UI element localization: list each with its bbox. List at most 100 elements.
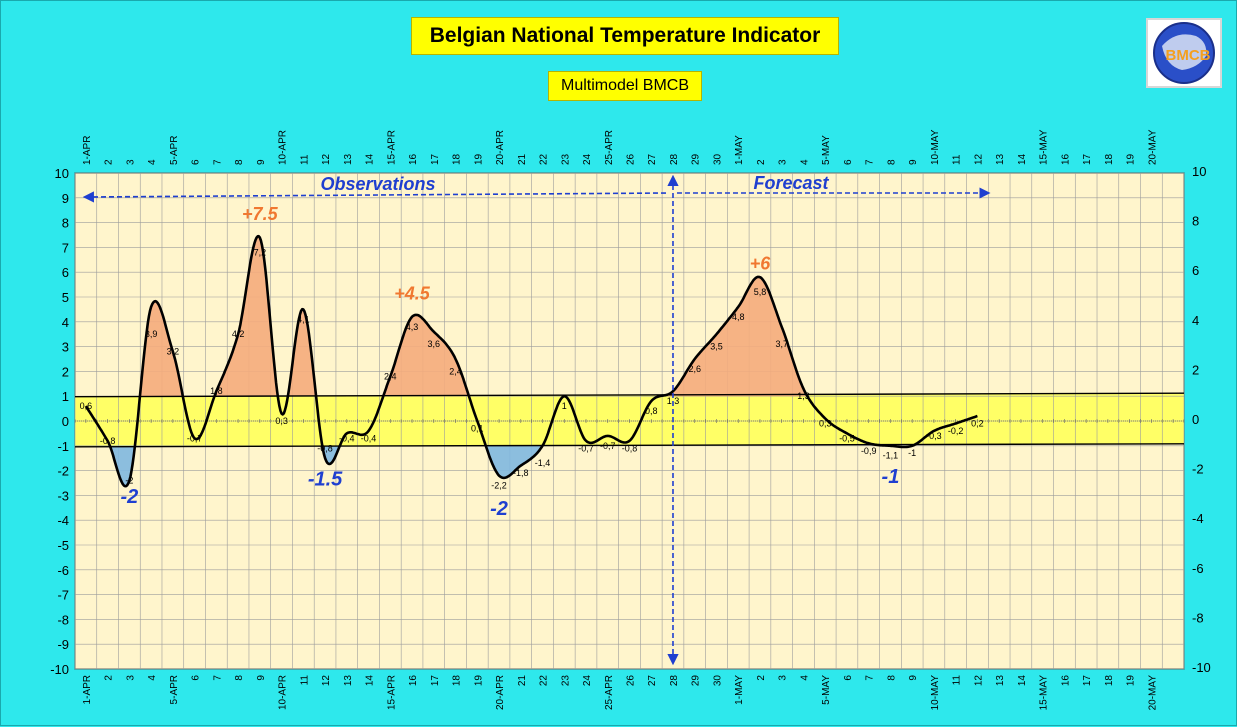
y-left-tick-label: -1 xyxy=(57,439,69,454)
x-top-tick-label: 24 xyxy=(582,153,593,165)
x-bottom-tick-label: 3 xyxy=(778,675,789,681)
x-top-tick-label: 22 xyxy=(539,153,550,165)
data-label: -0,8 xyxy=(622,443,638,453)
data-label: -0,8 xyxy=(317,443,333,453)
y-left-tick-label: 6 xyxy=(62,265,69,280)
x-top-tick-label: 8 xyxy=(234,159,245,165)
y-left-tick-label: -3 xyxy=(57,488,69,503)
cold-area xyxy=(485,445,543,478)
x-bottom-tick-label: 14 xyxy=(1017,675,1028,687)
globe-logo-icon: BMCB xyxy=(1153,22,1215,84)
data-label: 3,7 xyxy=(775,339,788,349)
data-label: 7,2 xyxy=(254,247,267,257)
x-bottom-tick-label: 7 xyxy=(865,675,876,681)
x-top-tick-label: 20-MAY xyxy=(1147,129,1158,165)
logo-text: BMCB xyxy=(1166,47,1211,64)
data-label: -0,8 xyxy=(100,436,116,446)
y-left-tick-label: 0 xyxy=(62,414,69,429)
data-label: -0,2 xyxy=(948,426,964,436)
data-label: 0,3 xyxy=(819,418,832,428)
x-bottom-tick-label: 26 xyxy=(626,675,637,687)
x-bottom-tick-label: 1-MAY xyxy=(734,675,745,705)
cold-peak-label: -2 xyxy=(490,498,508,520)
data-label: 3,5 xyxy=(710,342,723,352)
x-top-tick-label: 12 xyxy=(321,153,332,165)
x-bottom-tick-label: 6 xyxy=(843,675,854,681)
observations-label: Observations xyxy=(320,174,435,194)
data-label: 2,4 xyxy=(384,371,397,381)
x-bottom-tick-label: 9 xyxy=(908,675,919,681)
data-label: 4,2 xyxy=(232,329,245,339)
data-label: -2,2 xyxy=(491,480,507,490)
data-label: -1,4 xyxy=(535,458,551,468)
x-top-tick-label: 2 xyxy=(104,159,115,165)
data-label: 1,3 xyxy=(797,391,810,401)
x-top-tick-label: 19 xyxy=(1126,153,1137,165)
data-label: 0,3 xyxy=(275,416,288,426)
y-left-tick-label: 3 xyxy=(62,340,69,355)
cold-area xyxy=(322,445,341,464)
x-top-tick-label: 17 xyxy=(430,153,441,165)
x-top-tick-label: 10-APR xyxy=(278,130,289,165)
x-bottom-tick-label: 5-APR xyxy=(169,675,180,704)
y-left-tick-label: -10 xyxy=(50,662,69,677)
x-bottom-tick-label: 21 xyxy=(517,675,528,687)
x-top-tick-label: 5-APR xyxy=(169,136,180,165)
data-label: -0,3 xyxy=(926,431,942,441)
data-label: 0,1 xyxy=(471,423,484,433)
band-lower-line xyxy=(74,443,1185,448)
y-right-tick-label: -6 xyxy=(1192,561,1204,576)
x-top-tick-label: 10-MAY xyxy=(930,129,941,165)
data-label: 1,8 xyxy=(210,386,223,396)
x-top-tick-label: 15-MAY xyxy=(1039,129,1050,165)
x-bottom-tick-label: 20-APR xyxy=(495,675,506,710)
x-bottom-tick-label: 18 xyxy=(1104,675,1115,687)
y-right-tick-label: -2 xyxy=(1192,462,1204,477)
y-right-tick-label: -4 xyxy=(1192,511,1204,526)
x-bottom-tick-label: 2 xyxy=(104,675,115,681)
data-label: -0,7 xyxy=(578,443,594,453)
x-top-tick-label: 23 xyxy=(560,153,571,165)
x-bottom-tick-label: 12 xyxy=(321,675,332,687)
x-top-tick-label: 17 xyxy=(1082,153,1093,165)
x-top-tick-label: 6 xyxy=(843,159,854,165)
x-top-tick-label: 4 xyxy=(799,159,810,165)
x-bottom-tick-label: 22 xyxy=(539,675,550,687)
chart-subtitle-box: Multimodel BMCB xyxy=(548,71,702,101)
warm-area xyxy=(288,309,317,397)
x-top-tick-label: 26 xyxy=(626,153,637,165)
data-label: 5,8 xyxy=(754,287,767,297)
x-bottom-tick-label: 4 xyxy=(147,675,158,681)
x-top-tick-label: 1-MAY xyxy=(734,135,745,165)
y-left-tick-label: -4 xyxy=(57,513,69,528)
cold-peak-label: -1.5 xyxy=(308,468,343,490)
observations-arrow xyxy=(82,191,669,203)
data-label: -1 xyxy=(908,448,916,458)
chart-subtitle: Multimodel BMCB xyxy=(560,77,690,94)
x-top-tick-label: 8 xyxy=(886,159,897,165)
x-top-tick-label: 7 xyxy=(212,159,223,165)
y-right-tick-label: 0 xyxy=(1192,412,1199,427)
cold-peak-label: -2 xyxy=(120,486,138,508)
x-bottom-tick-label: 17 xyxy=(430,675,441,687)
x-top-tick-label: 29 xyxy=(691,153,702,165)
x-bottom-tick-label: 10-APR xyxy=(278,675,289,710)
x-bottom-tick-label: 12 xyxy=(973,675,984,687)
data-label: 3,6 xyxy=(428,339,441,349)
x-top-tick-label: 20-APR xyxy=(495,130,506,165)
chart-title-box: Belgian National Temperature Indicator xyxy=(411,17,839,55)
data-label: 4,8 xyxy=(732,312,745,322)
x-bottom-tick-label: 15-APR xyxy=(386,675,397,710)
x-bottom-tick-label: 13 xyxy=(343,675,354,687)
forecast-label: Forecast xyxy=(753,173,829,193)
x-bottom-tick-label: 8 xyxy=(886,675,897,681)
y-right-tick-label: 8 xyxy=(1192,214,1199,229)
y-right-tick-label: 6 xyxy=(1192,263,1199,278)
data-label: 2,4 xyxy=(449,366,462,376)
x-bottom-tick-label: 10-MAY xyxy=(930,675,941,711)
warm-area xyxy=(383,314,470,397)
x-bottom-tick-label: 5-MAY xyxy=(821,675,832,705)
y-left-tick-label: 9 xyxy=(62,191,69,206)
